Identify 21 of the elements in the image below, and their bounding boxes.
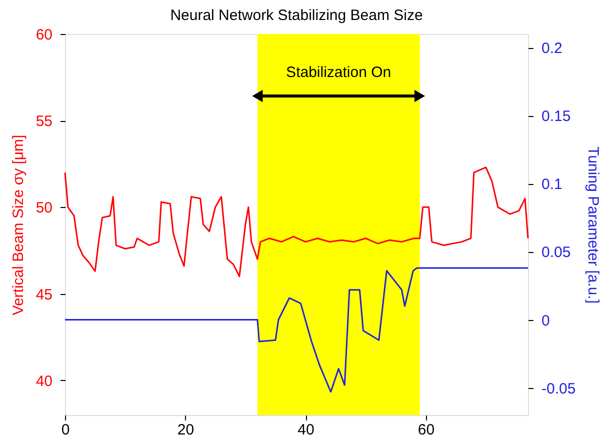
y2-axis-title: Tuning Parameter [a.u.]: [584, 146, 602, 304]
x-tick-label: 60: [418, 422, 435, 438]
x-tick-label: 0: [61, 422, 70, 438]
x-tick-label: 20: [177, 422, 194, 438]
y-tick-label: 60: [36, 26, 52, 44]
y-tick-label: 40: [36, 372, 52, 390]
y2-tick-label: 0.05: [542, 244, 571, 262]
y-tick-label: 50: [36, 200, 52, 217]
y-tick-label: 55: [36, 113, 52, 130]
y-axis-title: Vertical Beam Size σy [μm]: [10, 134, 27, 316]
annotation: Stabilization On: [286, 64, 392, 81]
y2-tick-label: 0.1: [542, 176, 562, 194]
y2-tick-label: 0: [542, 312, 550, 330]
y2-tick-label: 0.2: [542, 40, 562, 58]
y-tick-label: 45: [36, 286, 52, 304]
y2-tick-label: 0.15: [542, 108, 571, 126]
x-tick-label: 40: [298, 422, 314, 438]
chart-title: Neural Network Stabilizing Beam Size: [170, 7, 423, 24]
y2-tick-label: -0.05: [542, 380, 576, 398]
line-series: [64, 267, 529, 393]
line-series: [64, 166, 529, 278]
